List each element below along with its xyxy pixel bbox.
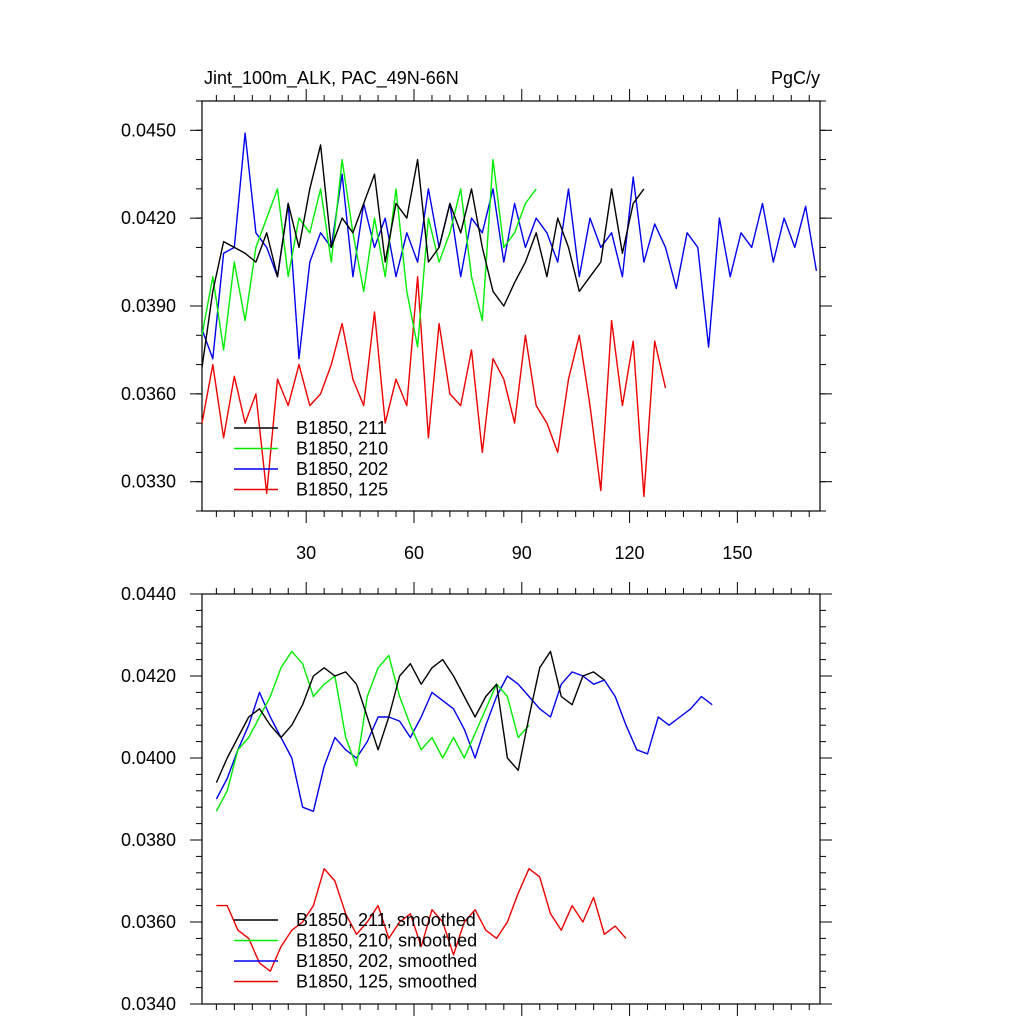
y-tick-label: 0.0380	[121, 830, 176, 850]
series-lines-top	[201, 132, 818, 498]
top-panel: Jint_100m_ALK, PAC_49N-66N PgC/y 30 60 90 1…	[121, 68, 832, 563]
series-line-b1850-125-smoothed	[216, 868, 627, 972]
y-tick-label: 0.0340	[121, 994, 176, 1014]
legend-label: B1850, 202	[296, 459, 388, 479]
bottom-panel: 0.0340 0.0360 0.0380 0.0400 0.0420 0.0440 B18…	[121, 582, 832, 1016]
legend-label: B1850, 211, smoothed	[296, 910, 476, 930]
series-line-b1850-202	[201, 132, 818, 360]
series-line-b1850-210	[201, 158, 537, 351]
y-tick-label: 0.0360	[121, 384, 176, 404]
y-tick-label: 0.0440	[121, 584, 176, 604]
x-tick-label: 150	[722, 543, 752, 563]
x-tick-label: 120	[615, 543, 645, 563]
legend-label: B1850, 210, smoothed	[296, 931, 477, 951]
legend-label: B1850, 210	[296, 439, 388, 459]
y-tick-label: 0.0330	[121, 472, 176, 492]
legend-label: B1850, 211	[296, 418, 387, 438]
units-label: PgC/y	[771, 68, 820, 88]
series-line-b1850-211	[201, 144, 645, 368]
y-tick-label: 0.0420	[121, 666, 176, 686]
y-tick-label: 0.0400	[121, 748, 176, 768]
chart-title: Jint_100m_ALK, PAC_49N-66N	[204, 68, 459, 89]
series-line-b1850-211-smoothed	[215, 650, 605, 783]
x-tick-label: 60	[404, 543, 424, 563]
x-tick-label: 90	[512, 543, 532, 563]
y-tick-label: 0.0420	[121, 208, 176, 228]
series-line-b1850-210-smoothed	[215, 650, 530, 812]
series-line-b1850-202-smoothed	[215, 671, 713, 812]
series-line-b1850-125	[201, 276, 667, 498]
plot-frame-bottom	[201, 593, 821, 1005]
x-tick-label: 30	[296, 543, 316, 563]
legend-label: B1850, 202, smoothed	[296, 951, 477, 971]
y-tick-label: 0.0360	[121, 912, 176, 932]
axis-ticks-bottom: 0.0340 0.0360 0.0380 0.0400 0.0420 0.0440	[121, 582, 832, 1016]
y-tick-label: 0.0390	[121, 296, 176, 316]
series-lines-bottom	[215, 650, 713, 972]
legend-label: B1850, 125	[296, 480, 388, 500]
axis-ticks-top: 30 60 90 120 150 0.0330 0.0360 0.0390 0.0420 0.04…	[121, 89, 832, 563]
legend-label: B1850, 125, smoothed	[296, 972, 477, 992]
y-tick-label: 0.0450	[121, 120, 176, 140]
